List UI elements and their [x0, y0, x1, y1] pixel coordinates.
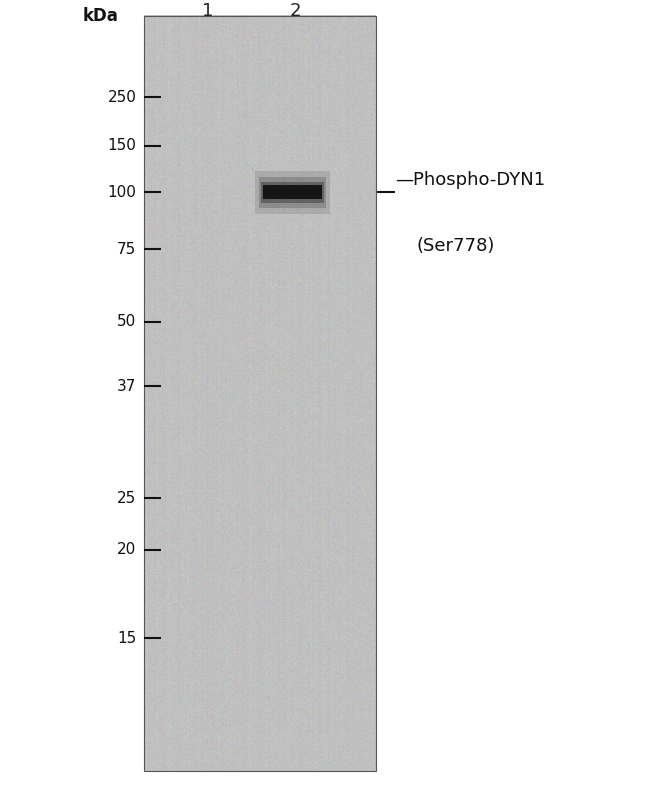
Text: 2: 2: [290, 2, 302, 20]
Text: 25: 25: [117, 491, 136, 505]
Bar: [261, 181, 324, 202]
Text: 150: 150: [108, 138, 136, 153]
Bar: [263, 185, 322, 199]
Bar: [144, 16, 376, 771]
Text: 100: 100: [108, 185, 136, 199]
Text: 37: 37: [117, 379, 136, 393]
Bar: [259, 176, 326, 207]
Text: 15: 15: [117, 631, 136, 645]
Text: 20: 20: [117, 543, 136, 557]
Text: (Ser778): (Ser778): [416, 237, 495, 255]
Text: 50: 50: [117, 315, 136, 329]
Bar: [255, 171, 330, 214]
Text: kDa: kDa: [83, 7, 119, 25]
Text: 250: 250: [108, 90, 136, 104]
Text: 1: 1: [202, 2, 214, 20]
Text: —Phospho-DYN1: —Phospho-DYN1: [395, 171, 545, 189]
Text: 75: 75: [117, 242, 136, 256]
